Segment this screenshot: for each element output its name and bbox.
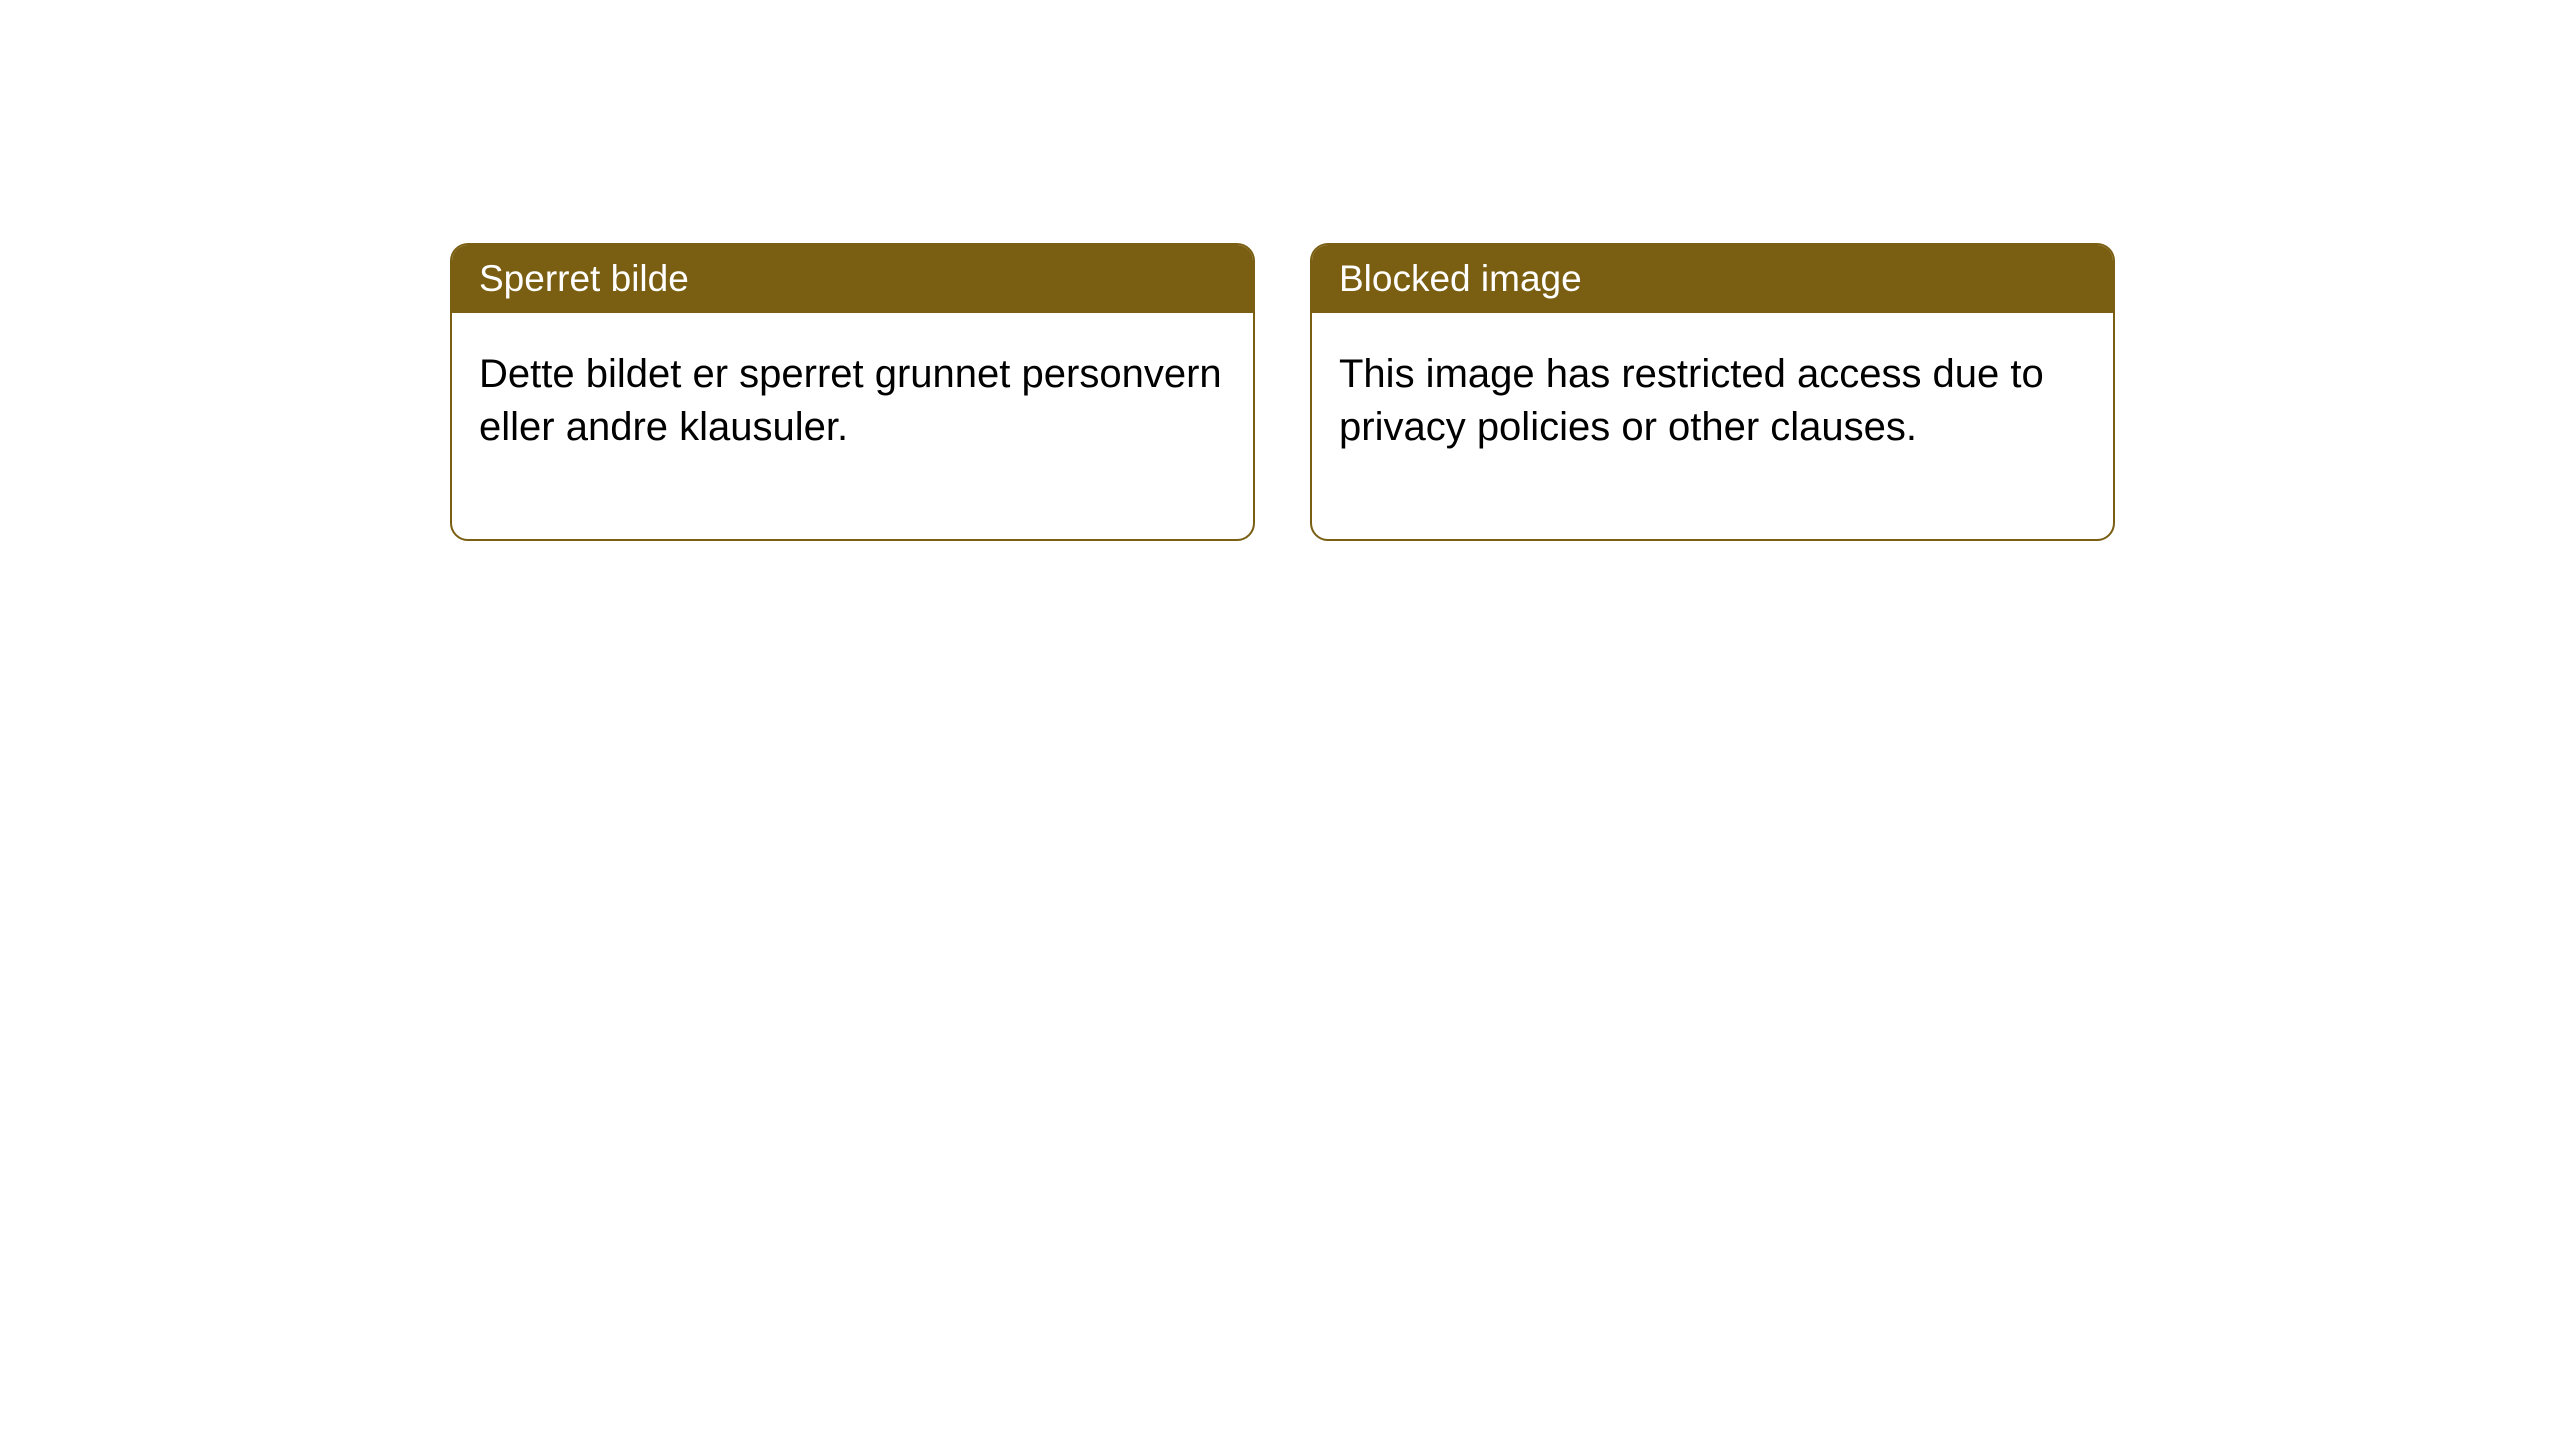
notice-container: Sperret bilde Dette bildet er sperret gr… [0,0,2560,541]
card-text-en: This image has restricted access due to … [1339,352,2044,449]
card-body-no: Dette bildet er sperret grunnet personve… [452,313,1253,539]
card-text-no: Dette bildet er sperret grunnet personve… [479,352,1222,449]
blocked-image-card-no: Sperret bilde Dette bildet er sperret gr… [450,243,1255,541]
card-body-en: This image has restricted access due to … [1312,313,2113,539]
card-title-en: Blocked image [1339,258,1582,299]
card-header-en: Blocked image [1312,245,2113,313]
card-header-no: Sperret bilde [452,245,1253,313]
blocked-image-card-en: Blocked image This image has restricted … [1310,243,2115,541]
card-title-no: Sperret bilde [479,258,689,299]
